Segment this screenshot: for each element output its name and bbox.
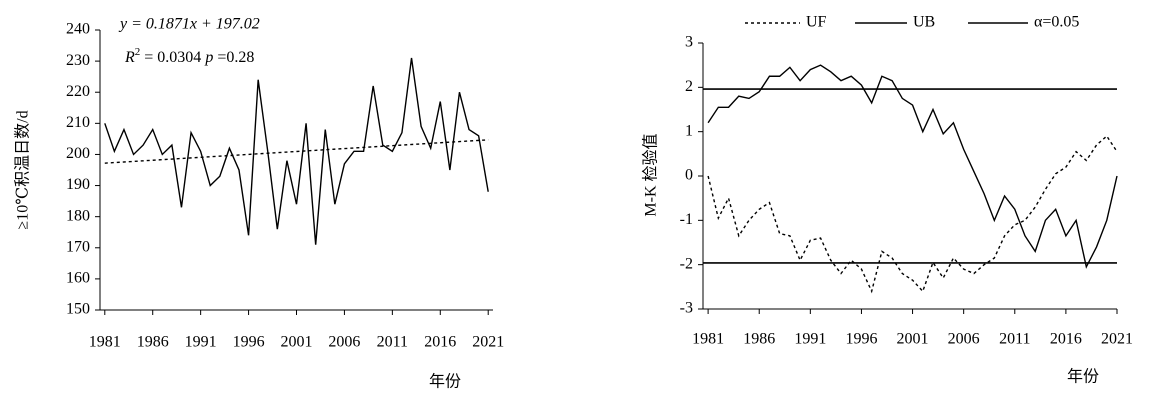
x-tick-label: 2016 bbox=[424, 334, 456, 351]
y-tick-label: 2 bbox=[685, 78, 693, 95]
legend-label: UF bbox=[806, 14, 827, 31]
equation: y = 0.1871x + 197.02 bbox=[118, 16, 260, 33]
y-tick-label: 220 bbox=[66, 83, 90, 100]
legend-label: UB bbox=[913, 14, 935, 31]
x-tick-label: 2001 bbox=[281, 334, 313, 351]
x-tick-label: 2006 bbox=[328, 334, 360, 351]
statistics: R2 = 0.0304 p =0.28 bbox=[124, 46, 254, 66]
y-tick-label: 200 bbox=[66, 145, 90, 162]
y-tick-label: 210 bbox=[66, 114, 90, 131]
data-line bbox=[104, 57, 489, 245]
statistics-part: = 0.0304 bbox=[140, 49, 205, 66]
series-line bbox=[707, 135, 1118, 294]
y-tick-label: 0 bbox=[685, 167, 693, 184]
trend-line bbox=[104, 139, 489, 164]
y-tick-label: 230 bbox=[66, 52, 90, 69]
x-axis-label: 年份 bbox=[429, 373, 461, 391]
y-axis-label: ≥10℃积温日数/d bbox=[14, 110, 32, 229]
plot: 150 160 170 180 190 200 210 220 230 240 1981 1986 19… bbox=[14, 16, 505, 391]
x-tick-label: 2021 bbox=[472, 334, 504, 351]
y-tick-label: 150 bbox=[66, 301, 90, 318]
x-tick-label: 2021 bbox=[1101, 331, 1133, 348]
x-tick-label: 1996 bbox=[845, 331, 877, 348]
x-tick-label: 1981 bbox=[692, 331, 724, 348]
statistics-part: 2 bbox=[135, 46, 141, 58]
y-tick-label: 240 bbox=[66, 21, 90, 38]
x-tick-label: 1986 bbox=[743, 331, 775, 348]
x-tick-label: 1986 bbox=[137, 334, 169, 351]
y-tick-label: -3 bbox=[680, 300, 693, 317]
y-tick-label: 190 bbox=[66, 176, 90, 193]
series-line bbox=[707, 64, 1118, 269]
legend-label: α=0.05 bbox=[1034, 14, 1079, 31]
x-tick-label: 1996 bbox=[233, 334, 265, 351]
x-tick-label: 2001 bbox=[897, 331, 929, 348]
y-tick-label: -1 bbox=[680, 211, 693, 228]
x-tick-label: 2006 bbox=[948, 331, 980, 348]
plot: -3 -2 -1 0 1 2 3 1981 1986 1991 1996 2001 2006 2011 20… bbox=[642, 14, 1133, 386]
x-axis-label: 年份 bbox=[1067, 368, 1099, 386]
y-tick-label: 180 bbox=[66, 207, 90, 224]
y-tick-label: 170 bbox=[66, 238, 90, 255]
x-tick-label: 2011 bbox=[999, 331, 1030, 348]
y-tick-label: 1 bbox=[685, 122, 693, 139]
x-tick-label: 1991 bbox=[794, 331, 826, 348]
statistics-part: R bbox=[124, 49, 135, 66]
statistics-part: =0.28 bbox=[213, 49, 254, 66]
x-tick-label: 1991 bbox=[185, 334, 217, 351]
x-tick-label: 1981 bbox=[89, 334, 121, 351]
y-axis-label: M-K 检验值 bbox=[642, 133, 660, 216]
y-tick-label: 3 bbox=[685, 34, 693, 51]
y-tick-label: -2 bbox=[680, 255, 693, 272]
x-tick-label: 2016 bbox=[1050, 331, 1082, 348]
y-tick-label: 160 bbox=[66, 270, 90, 287]
x-tick-label: 2011 bbox=[377, 334, 408, 351]
statistics-part: p bbox=[204, 49, 213, 66]
